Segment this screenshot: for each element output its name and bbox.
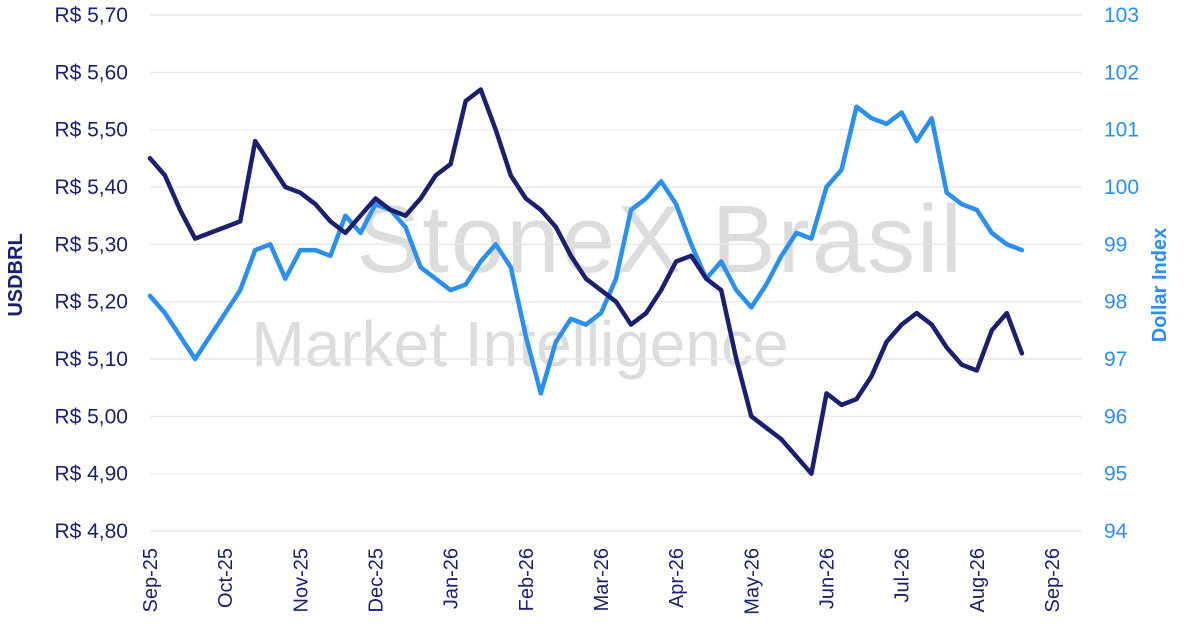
left-tick-label: R$ 5,00 (54, 405, 128, 428)
right-tick-label: 100 (1104, 176, 1139, 199)
x-tick-label: Sep-26 (1042, 548, 1064, 613)
x-tick-label: Mar-26 (591, 548, 613, 611)
right-tick-label: 98 (1104, 291, 1127, 314)
right-tick-label: 95 (1104, 463, 1127, 486)
x-tick-label: Jan-26 (441, 548, 463, 609)
right-tick-label: 101 (1104, 119, 1139, 142)
x-tick-label: Feb-26 (516, 548, 538, 611)
x-tick-label: Aug-26 (967, 548, 989, 613)
left-tick-label: R$ 5,40 (54, 176, 128, 199)
x-tick-label: Jul-26 (892, 548, 914, 602)
x-tick-label: Oct-25 (215, 548, 237, 608)
series-lines (147, 87, 1025, 476)
x-axis-ticks: Sep-25 Oct-25 Nov-25 Dec-25 Jan-26 Feb-26 Mar-… (140, 548, 1064, 615)
right-axis-title: Dollar Index (1149, 228, 1171, 342)
right-tick-label: 94 (1104, 520, 1128, 543)
left-tick-label: R$ 5,50 (54, 119, 128, 142)
x-tick-label: Jun-26 (816, 548, 838, 609)
right-tick-label: 103 (1104, 4, 1139, 27)
right-axis-ticks: 103 102 101 100 99 98 97 96 95 94 (1104, 4, 1139, 543)
usdbrl-series-line (147, 87, 1025, 476)
watermark-line1: StoneX Brasil (356, 186, 964, 293)
dollar-index-series-line (147, 104, 1025, 396)
x-tick-label: Nov-25 (290, 548, 312, 612)
left-axis-title: USDBRL (5, 233, 27, 316)
left-tick-label: R$ 5,20 (54, 291, 128, 314)
x-tick-label: May-26 (741, 548, 763, 615)
x-tick-label: Sep-25 (140, 548, 162, 613)
right-tick-label: 97 (1104, 348, 1127, 371)
right-tick-label: 102 (1104, 61, 1139, 84)
left-tick-label: R$ 5,10 (54, 348, 128, 371)
left-tick-label: R$ 4,80 (54, 520, 128, 543)
left-tick-label: R$ 4,90 (54, 463, 128, 486)
right-tick-label: 96 (1104, 405, 1127, 428)
left-axis-ticks: R$ 5,70 R$ 5,60 R$ 5,50 R$ 5,40 R$ 5,30 R$ 5,… (54, 4, 128, 543)
x-tick-label: Apr-26 (666, 548, 688, 608)
left-tick-label: R$ 5,60 (54, 61, 128, 84)
x-tick-label: Dec-25 (365, 548, 387, 612)
gridlines (150, 14, 1082, 532)
right-tick-label: 99 (1104, 233, 1127, 256)
left-tick-label: R$ 5,70 (54, 4, 128, 27)
left-tick-label: R$ 5,30 (54, 233, 128, 256)
